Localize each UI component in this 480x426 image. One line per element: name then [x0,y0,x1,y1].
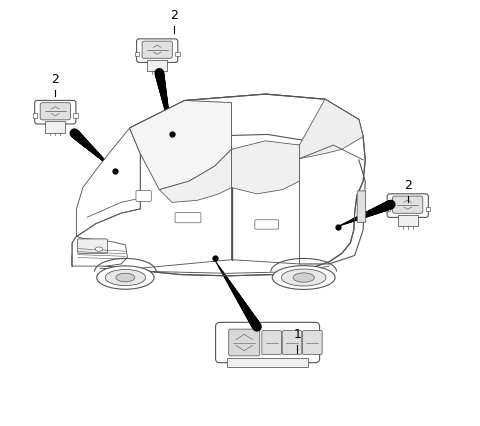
Ellipse shape [272,266,335,289]
FancyBboxPatch shape [393,196,423,213]
FancyBboxPatch shape [302,331,322,354]
Ellipse shape [281,269,326,286]
FancyBboxPatch shape [229,329,260,356]
FancyBboxPatch shape [262,331,281,354]
Polygon shape [300,99,363,158]
FancyBboxPatch shape [255,220,278,229]
FancyBboxPatch shape [35,101,76,124]
Ellipse shape [293,273,314,282]
FancyBboxPatch shape [175,213,201,223]
FancyBboxPatch shape [33,113,37,118]
FancyBboxPatch shape [282,331,302,354]
FancyBboxPatch shape [147,60,167,71]
Text: 2: 2 [51,73,59,86]
Polygon shape [159,149,231,202]
Text: 2: 2 [170,9,178,22]
Ellipse shape [116,273,135,282]
FancyBboxPatch shape [142,41,172,58]
Polygon shape [130,94,359,153]
Polygon shape [72,236,128,266]
FancyBboxPatch shape [175,52,180,56]
FancyBboxPatch shape [46,121,65,132]
FancyBboxPatch shape [387,194,428,217]
FancyBboxPatch shape [77,239,108,253]
Text: 1: 1 [293,328,301,340]
FancyBboxPatch shape [40,103,71,120]
FancyBboxPatch shape [398,215,418,226]
FancyBboxPatch shape [73,113,78,118]
FancyBboxPatch shape [137,39,178,63]
FancyBboxPatch shape [426,207,430,211]
FancyBboxPatch shape [227,358,308,367]
FancyBboxPatch shape [136,190,151,201]
FancyBboxPatch shape [385,207,390,211]
FancyBboxPatch shape [216,322,320,363]
Polygon shape [130,101,231,190]
Ellipse shape [105,270,145,285]
Text: 2: 2 [404,179,412,192]
Polygon shape [231,141,300,194]
Polygon shape [72,94,365,276]
FancyBboxPatch shape [135,52,139,56]
Ellipse shape [96,266,154,289]
Polygon shape [76,128,140,236]
Ellipse shape [95,247,103,251]
FancyBboxPatch shape [357,191,366,222]
